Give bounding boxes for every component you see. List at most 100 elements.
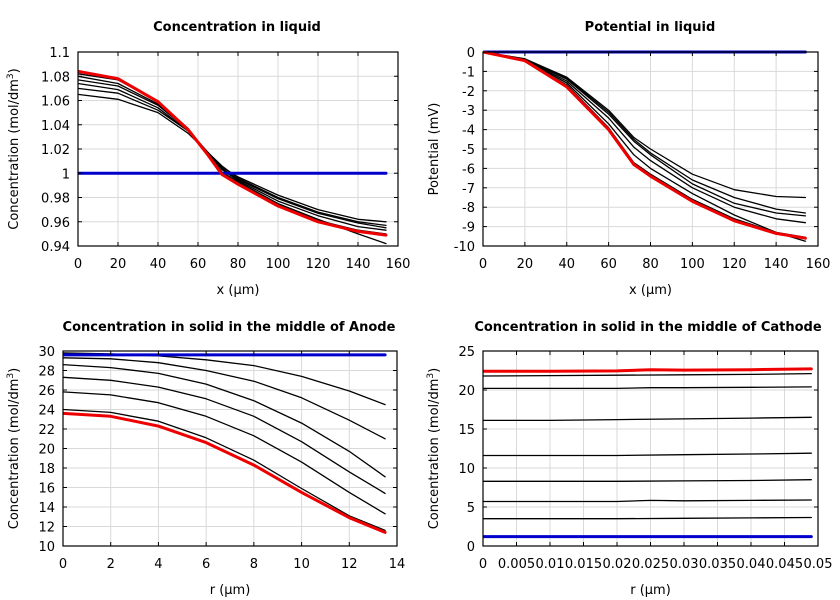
chart-title: Concentration in solid in the middle of … <box>63 320 396 335</box>
series-line-final <box>78 69 388 237</box>
y-tick-label: 28 <box>38 365 55 380</box>
series-line-t3 <box>78 82 387 229</box>
series-line-t7 <box>483 372 812 377</box>
x-tick-label: 80 <box>642 257 659 272</box>
chart-panel-1: 0 20 40 60 80 100 120 140 160 0.94 0.96 0.98 1 1.02 1.… <box>6 20 410 298</box>
x-tick-label: 0 <box>59 557 67 572</box>
y-tick-label: 10 <box>38 540 55 555</box>
y-tick-label: 0.98 <box>41 192 70 207</box>
x-tick-label: 20 <box>517 257 534 272</box>
series-line-t1 <box>483 51 807 199</box>
x-tick-label: 140 <box>346 257 371 272</box>
y-axis-label: Concentration (mol/dm3) <box>6 368 22 530</box>
series-line-t4 <box>483 51 807 224</box>
y-tick-label: -7 <box>462 182 475 197</box>
y-tick-label: 10 <box>458 462 475 477</box>
y-tick-label: 1 <box>62 167 70 182</box>
series-line-t2 <box>63 357 386 440</box>
y-tick-label: 15 <box>458 423 475 438</box>
y-tick-label: 1.02 <box>41 143 70 158</box>
series-line-t2 <box>483 499 812 503</box>
x-tick-label: 40 <box>150 257 167 272</box>
x-tick-label: 0.025 <box>632 557 669 572</box>
x-tick-label: 140 <box>764 257 789 272</box>
x-tick-label: 160 <box>806 257 831 272</box>
y-tick-label: 1.1 <box>49 46 70 61</box>
y-axis-label: Concentration (mol/dm3) <box>6 68 22 230</box>
y-tick-label: 14 <box>38 501 55 516</box>
series-group <box>63 352 387 534</box>
y-tick-label: -1 <box>462 65 475 80</box>
x-tick-label: 40 <box>558 257 575 272</box>
y-tick-label: 30 <box>38 345 55 360</box>
series-line-t5 <box>63 391 386 515</box>
series-line-t6 <box>78 73 387 235</box>
y-tick-label: 25 <box>458 345 475 360</box>
chart-title: Concentration in liquid <box>153 20 321 35</box>
y-axis-label: Concentration (mol/dm3) <box>426 368 442 530</box>
x-axis-label: r (μm) <box>210 583 251 598</box>
series-line-t2 <box>78 87 387 227</box>
x-tick-label: 0.03 <box>670 557 699 572</box>
x-tick-label: 0.02 <box>603 557 632 572</box>
series-line-t4 <box>483 452 812 457</box>
x-tick-label: 20 <box>110 257 127 272</box>
series-line-t5 <box>483 51 807 242</box>
y-tick-label: 24 <box>38 404 55 419</box>
chart-panel-2: 0 20 40 60 80 100 120 140 160-10-9-8-7-6-5-4-3-2… <box>427 20 830 298</box>
series-line-t3 <box>483 51 807 217</box>
x-tick-label: 0.04 <box>737 557 766 572</box>
x-tick-label: 0.035 <box>699 557 736 572</box>
series-group <box>78 69 388 245</box>
y-tick-label: 1.08 <box>41 70 70 85</box>
series-line-t4 <box>63 376 386 495</box>
x-tick-label: 0.01 <box>536 557 565 572</box>
x-tick-label: 12 <box>341 557 358 572</box>
chart-title: Potential in liquid <box>585 20 716 35</box>
y-tick-label: -5 <box>462 143 475 158</box>
series-group <box>483 367 813 539</box>
series-line-final <box>483 367 813 373</box>
y-tick-label: 20 <box>38 443 55 458</box>
y-tick-label: 0 <box>467 540 475 555</box>
x-tick-label: 6 <box>202 557 210 572</box>
x-tick-label: 10 <box>293 557 310 572</box>
x-tick-label: 0 <box>74 257 82 272</box>
x-tick-label: 0 <box>479 557 487 572</box>
series-line-t1 <box>483 516 812 520</box>
series-line-t6 <box>483 386 812 390</box>
x-tick-label: 100 <box>266 257 291 272</box>
x-tick-label: 14 <box>389 557 406 572</box>
y-tick-label: 12 <box>38 521 55 536</box>
series-line-t3 <box>483 479 812 482</box>
y-tick-label: 0.96 <box>41 216 70 231</box>
y-tick-label: -4 <box>462 124 475 139</box>
series-line-final <box>483 50 807 240</box>
y-tick-label: 5 <box>467 501 475 516</box>
x-tick-label: 100 <box>680 257 705 272</box>
series-line-t5 <box>483 416 812 422</box>
y-tick-label: -6 <box>462 162 475 177</box>
x-tick-label: 4 <box>154 557 162 572</box>
series-group <box>483 50 807 242</box>
x-axis-label: r (μm) <box>630 583 671 598</box>
y-tick-label: 22 <box>38 423 55 438</box>
y-tick-label: -3 <box>462 104 475 119</box>
y-tick-label: 0.94 <box>41 240 70 255</box>
y-tick-label: -10 <box>454 240 475 255</box>
chart-panel-3: 0 2 4 6 8 10 12 141012141618202224262830Concent… <box>6 320 405 598</box>
x-tick-label: 60 <box>600 257 617 272</box>
x-tick-label: 80 <box>230 257 247 272</box>
x-tick-label: 0 <box>479 257 487 272</box>
y-tick-label: 16 <box>38 482 55 497</box>
x-tick-label: 120 <box>722 257 747 272</box>
x-tick-label: 60 <box>190 257 207 272</box>
x-tick-label: 0.015 <box>565 557 602 572</box>
y-tick-label: -2 <box>462 85 475 100</box>
series-line-t6 <box>63 408 386 532</box>
series-line-t2 <box>483 51 807 214</box>
x-tick-label: 0.045 <box>766 557 803 572</box>
y-tick-label: 18 <box>38 462 55 477</box>
y-tick-label: 26 <box>38 384 55 399</box>
